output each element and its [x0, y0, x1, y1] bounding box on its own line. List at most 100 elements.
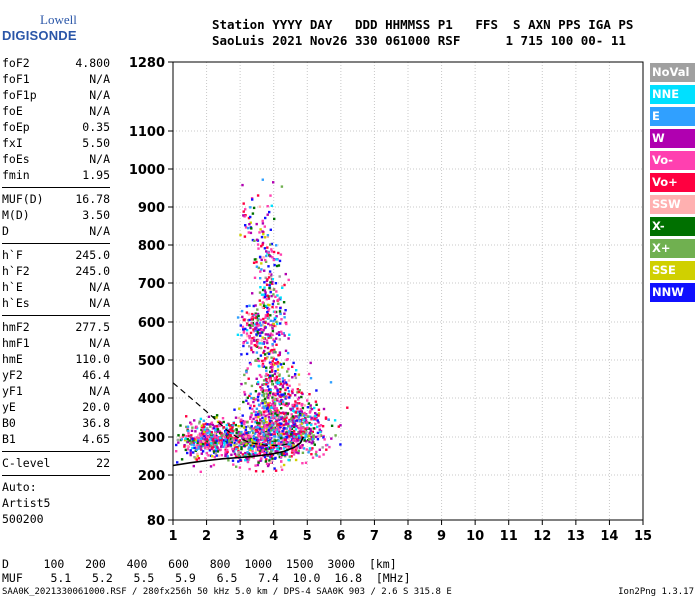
echo-point [271, 365, 274, 368]
echo-point [268, 270, 272, 273]
echo-point [289, 443, 292, 446]
echo-point [264, 357, 267, 360]
echo-point [252, 441, 256, 444]
echo-point [315, 403, 318, 406]
echo-point [260, 245, 263, 248]
echo-point [259, 334, 262, 337]
echo-point [269, 336, 273, 339]
echo-point [254, 413, 257, 417]
echo-point [260, 457, 263, 460]
echo-point [267, 336, 270, 339]
echo-point [265, 357, 268, 360]
echo-point [257, 461, 260, 464]
echo-point [229, 431, 232, 434]
echo-point [256, 194, 260, 197]
echo-point [300, 430, 303, 434]
x-tick-label: 7 [370, 529, 379, 544]
echo-point [301, 428, 305, 431]
echo-point [275, 420, 278, 423]
echo-point [300, 411, 303, 415]
echo-point [256, 446, 260, 449]
echo-point [186, 427, 189, 430]
echo-point [277, 428, 280, 432]
echo-point [251, 438, 254, 442]
echo-point [271, 411, 275, 414]
echo-point [195, 425, 198, 429]
echo-point [282, 395, 286, 398]
echo-point [261, 323, 264, 327]
echo-point [270, 424, 274, 427]
echo-point [275, 417, 278, 420]
echo-point [296, 439, 299, 442]
echo-point [293, 423, 296, 426]
echo-point [253, 339, 256, 342]
echo-point [201, 430, 204, 433]
echo-point [186, 451, 189, 455]
echo-point [269, 288, 272, 291]
echo-point [258, 342, 262, 345]
echo-point [250, 446, 254, 450]
echo-point [318, 448, 321, 451]
echo-point [260, 324, 263, 327]
echo-point [316, 419, 319, 422]
echo-point [261, 336, 264, 339]
echo-point [282, 423, 285, 427]
echo-point [261, 394, 264, 397]
echo-point [266, 423, 269, 427]
echo-point [278, 275, 281, 278]
param-row: foF1 N/A [2, 72, 110, 88]
echo-point [302, 432, 305, 435]
echo-point [288, 333, 291, 336]
echo-point [267, 352, 271, 356]
echo-point [303, 411, 306, 415]
param-key: h`E [2, 280, 23, 294]
echo-point [251, 429, 254, 432]
echo-point [270, 421, 274, 424]
echo-point [269, 391, 272, 395]
echo-point [278, 415, 281, 418]
param-key: yF2 [2, 368, 23, 382]
echo-point [206, 432, 209, 435]
echo-point [314, 415, 317, 418]
echo-point [247, 435, 251, 439]
echo-point [216, 428, 220, 431]
echo-point [269, 362, 272, 366]
echo-point [197, 445, 200, 449]
y-tick-label: 300 [138, 431, 165, 446]
echo-point [275, 244, 278, 247]
y-tick-label: 800 [138, 239, 165, 254]
echo-point [257, 403, 261, 406]
echo-point [271, 448, 274, 451]
echo-point [264, 345, 267, 349]
echo-point [205, 440, 208, 443]
echo-point [339, 443, 342, 446]
echo-point [266, 213, 269, 216]
echo-point [309, 405, 312, 409]
echo-point [260, 293, 264, 296]
echo-point [268, 422, 271, 425]
echo-point [290, 427, 294, 430]
echo-point [287, 429, 290, 433]
echo-point [282, 412, 286, 415]
echo-point [266, 312, 270, 316]
echo-point [185, 425, 188, 429]
echo-point [273, 318, 277, 321]
echo-point [251, 198, 254, 201]
echo-point [283, 418, 286, 421]
echo-point [248, 453, 251, 456]
echo-point [190, 443, 193, 446]
echo-point [271, 282, 274, 285]
echo-point [308, 432, 312, 435]
header-labels: Station YYYY DAY DDD HHMMSS P1 FFS S AXN… [212, 17, 634, 32]
echo-point [275, 264, 279, 268]
echo-point [304, 419, 308, 423]
echo-point [254, 316, 257, 320]
echo-point [266, 306, 269, 310]
echo-point [273, 340, 276, 343]
echo-point [317, 412, 321, 415]
echo-point [275, 315, 278, 318]
echo-point [250, 197, 254, 200]
echo-point [263, 281, 266, 284]
echo-point [214, 452, 217, 455]
echo-point [288, 435, 291, 438]
